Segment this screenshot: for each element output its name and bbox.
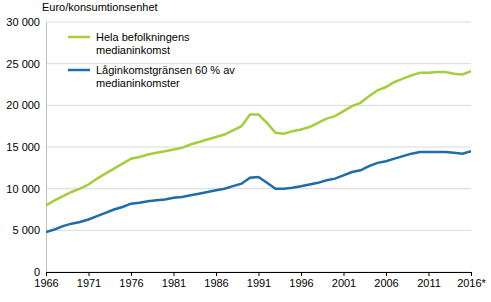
x-tick-mark xyxy=(471,272,472,276)
y-tick: 20 000 xyxy=(6,99,46,111)
y-tick: 25 000 xyxy=(6,58,46,70)
y-tick: 15 000 xyxy=(6,141,46,153)
x-tick-mark xyxy=(301,272,302,276)
chart: 05 00010 00015 00020 00025 00030 0001966… xyxy=(0,0,491,302)
x-tick-mark xyxy=(386,272,387,276)
x-tick: 1991 xyxy=(247,272,271,289)
x-tick-mark xyxy=(131,272,132,276)
grid xyxy=(46,22,471,272)
x-tick-mark xyxy=(174,272,175,276)
legend-label: Hela befolkningensmedianinkomst xyxy=(96,31,190,56)
x-tick-label: 2011 xyxy=(417,277,441,289)
y-tick-label: 5 000 xyxy=(12,224,40,236)
x-axis: 1966 1971 1976 1981 1986 1991 1996 2001 2006 2011… xyxy=(34,272,486,289)
legend-swatch xyxy=(68,36,90,39)
x-tick: 1971 xyxy=(77,272,101,289)
legend-label: Låginkomstgränsen 60 % avmedianinkomster xyxy=(96,64,235,89)
y-tick-label: 30 000 xyxy=(6,16,40,28)
x-tick: 2006 xyxy=(374,272,398,289)
grid-line xyxy=(46,22,471,23)
plot-area xyxy=(46,71,471,232)
x-tick-mark xyxy=(344,272,345,276)
y-tick: 30 000 xyxy=(6,16,46,28)
grid-line xyxy=(46,188,471,189)
x-tick: 2001 xyxy=(332,272,356,289)
x-tick-mark xyxy=(89,272,90,276)
series-line xyxy=(46,71,471,205)
x-tick-label: 2006 xyxy=(374,277,398,289)
grid-line xyxy=(46,230,471,231)
grid-line xyxy=(46,105,471,106)
x-tick-mark xyxy=(46,272,47,276)
x-tick: 1966 xyxy=(34,272,58,289)
y-tick-label: 15 000 xyxy=(6,141,40,153)
legend: Hela befolkningensmedianinkomst Låginkoms… xyxy=(68,31,235,89)
x-tick: 1996 xyxy=(289,272,313,289)
y-axis-title: Euro/konsumtionsenhet xyxy=(42,1,158,13)
x-tick-label: 1976 xyxy=(119,277,143,289)
y-axis-line xyxy=(46,23,47,273)
x-tick: 1986 xyxy=(204,272,228,289)
y-tick-label: 20 000 xyxy=(6,99,40,111)
series-line xyxy=(46,151,471,232)
x-tick-mark xyxy=(259,272,260,276)
x-tick-label: 1996 xyxy=(289,277,313,289)
y-tick-label: 10 000 xyxy=(6,183,40,195)
y-tick: 10 000 xyxy=(6,183,46,195)
x-tick: 2011 xyxy=(417,272,441,289)
x-tick-label: 1971 xyxy=(77,277,101,289)
x-tick-label: 1966 xyxy=(34,277,58,289)
x-tick-label: 1981 xyxy=(162,277,186,289)
x-tick: 2016* xyxy=(457,272,486,289)
y-tick-label: 25 000 xyxy=(6,58,40,70)
y-axis: 05 00010 00015 00020 00025 00030 000 xyxy=(6,16,46,278)
x-tick-mark xyxy=(429,272,430,276)
x-tick-label: 2016* xyxy=(457,277,486,289)
x-tick-label: 1991 xyxy=(247,277,271,289)
x-tick: 1981 xyxy=(162,272,186,289)
x-tick-label: 1986 xyxy=(204,277,228,289)
x-tick: 1976 xyxy=(119,272,143,289)
y-tick: 5 000 xyxy=(12,224,46,236)
grid-line xyxy=(46,147,471,148)
legend-swatch xyxy=(68,69,90,72)
x-tick-label: 2001 xyxy=(332,277,356,289)
x-tick-mark xyxy=(216,272,217,276)
